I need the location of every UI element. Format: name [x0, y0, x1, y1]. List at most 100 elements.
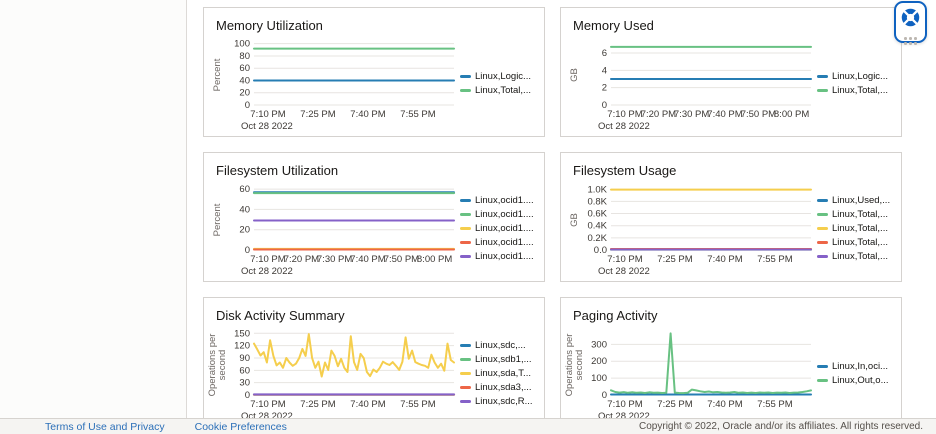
svg-text:7:50 PM: 7:50 PM	[741, 109, 776, 120]
svg-text:1.0K: 1.0K	[587, 184, 607, 195]
legend-label: Linux,ocid1....	[475, 250, 534, 262]
legend-item[interactable]: Linux,Out,o...	[817, 374, 901, 386]
legend-item[interactable]: Linux,sdc,R...	[460, 395, 544, 407]
legend-item[interactable]: Linux,Used,...	[817, 195, 901, 206]
legend-item[interactable]: Linux,sda3,...	[460, 381, 544, 393]
y-axis-label: GB	[569, 68, 581, 82]
svg-text:6: 6	[602, 48, 607, 59]
svg-text:7:40 PM: 7:40 PM	[707, 109, 742, 120]
legend-label: Linux,sda3,...	[475, 381, 532, 393]
svg-text:40: 40	[239, 75, 250, 86]
svg-text:0: 0	[245, 100, 250, 111]
legend-item[interactable]: Linux,Total,...	[817, 223, 901, 234]
legend-swatch-icon	[817, 74, 828, 78]
svg-text:0: 0	[245, 245, 250, 256]
legend-item[interactable]: Linux,Total,...	[817, 250, 901, 262]
legend-label: Linux,sda,T...	[475, 367, 531, 379]
svg-text:7:40 PM: 7:40 PM	[707, 254, 742, 265]
terms-of-use-link[interactable]: Terms of Use and Privacy	[45, 420, 165, 433]
legend-item[interactable]: Linux,sda,T...	[460, 367, 544, 379]
legend-item[interactable]: Linux,Total,...	[460, 85, 544, 96]
svg-text:60: 60	[239, 365, 250, 376]
svg-text:7:10 PM: 7:10 PM	[250, 254, 285, 265]
svg-text:Oct 28 2022: Oct 28 2022	[241, 121, 293, 131]
chart-card-memory-utilization: Memory Utilization Percent 0 20 40 60 80 100 7…	[203, 7, 545, 137]
legend-item[interactable]: Linux,ocid1....	[460, 194, 544, 206]
y-axis-label: Percent	[212, 58, 224, 92]
svg-text:120: 120	[234, 341, 250, 352]
legend-label: Linux,sdb1,...	[475, 353, 532, 365]
legend-item[interactable]: Linux,In,oci...	[817, 361, 901, 372]
legend-swatch-icon	[817, 88, 828, 92]
legend-item[interactable]: Linux,Logic...	[817, 70, 901, 82]
svg-text:0.4K: 0.4K	[587, 221, 607, 232]
svg-text:8:00 PM: 8:00 PM	[417, 254, 452, 265]
legend-swatch-icon	[460, 240, 471, 244]
life-ring-help-icon[interactable]	[900, 7, 921, 33]
svg-text:0: 0	[602, 100, 607, 111]
legend-item[interactable]: Linux,sdb1,...	[460, 353, 544, 365]
chart-title: Paging Activity	[573, 308, 658, 323]
svg-text:150: 150	[234, 328, 250, 339]
legend-swatch-icon	[460, 399, 471, 403]
svg-text:90: 90	[239, 353, 250, 364]
chart-plot[interactable]: 0 2 4 6 7:10 PM7:20 PM7:30 PM7:40 PM7:50 PM8…	[585, 35, 815, 131]
legend-item[interactable]: Linux,ocid1....	[460, 250, 544, 262]
drag-handle-icon[interactable]	[904, 37, 917, 45]
chart-plot[interactable]: 0 20 40 60 7:10 PM7:20 PM7:30 PM7:40 PM7:50 …	[228, 180, 458, 276]
svg-text:7:40 PM: 7:40 PM	[707, 399, 742, 410]
chart-title: Filesystem Utilization	[216, 163, 339, 178]
chart-legend: Linux,In,oci... Linux,Out,o...	[817, 325, 901, 421]
svg-text:7:20 PM: 7:20 PM	[284, 254, 319, 265]
chart-card-filesystem-usage: Filesystem Usage GB 0.0 0.2K 0.4K 0.6K 0.8K 1…	[560, 152, 902, 282]
svg-text:7:25 PM: 7:25 PM	[300, 399, 335, 410]
legend-swatch-icon	[460, 88, 471, 92]
svg-text:20: 20	[239, 88, 250, 99]
legend-item[interactable]: Linux,ocid1....	[460, 208, 544, 220]
chart-legend: Linux,Used,... Linux,Total,... Linux,Total…	[817, 180, 901, 276]
svg-text:7:55 PM: 7:55 PM	[757, 399, 792, 410]
svg-text:7:10 PM: 7:10 PM	[607, 399, 642, 410]
svg-text:7:30 PM: 7:30 PM	[674, 109, 709, 120]
svg-text:7:40 PM: 7:40 PM	[350, 254, 385, 265]
legend-swatch-icon	[460, 226, 471, 230]
svg-text:0: 0	[602, 390, 607, 401]
cookie-preferences-link[interactable]: Cookie Preferences	[194, 420, 287, 433]
chart-plot[interactable]: 0.00.2K0.4K0.6K 0.8K1.0K 7:10 PM 7:25 PM 7:4…	[585, 180, 815, 276]
svg-text:7:25 PM: 7:25 PM	[657, 254, 692, 265]
legend-item[interactable]: Linux,Total,...	[817, 237, 901, 248]
help-widget[interactable]	[894, 1, 927, 45]
legend-item[interactable]: Linux,sdc,...	[460, 340, 544, 351]
svg-text:7:10 PM: 7:10 PM	[250, 399, 285, 410]
legend-swatch-icon	[460, 371, 471, 375]
legend-label: Linux,ocid1....	[475, 208, 534, 220]
legend-label: Linux,Logic...	[832, 70, 888, 82]
svg-text:8:00 PM: 8:00 PM	[774, 109, 809, 120]
legend-label: Linux,Total,...	[832, 84, 888, 96]
legend-label: Linux,ocid1....	[475, 194, 534, 206]
legend-item[interactable]: Linux,Total,...	[817, 209, 901, 220]
svg-text:Oct 28 2022: Oct 28 2022	[598, 266, 650, 276]
svg-text:7:30 PM: 7:30 PM	[317, 254, 352, 265]
svg-text:80: 80	[239, 51, 250, 62]
chart-title: Filesystem Usage	[573, 163, 677, 178]
svg-text:Oct 28 2022: Oct 28 2022	[241, 411, 293, 421]
chart-plot[interactable]: 0 100 200 300 7:10 PM 7:25 PM 7:40 PM 7:55 PM Oc…	[585, 325, 815, 421]
legend-label: Linux,sdc,R...	[475, 395, 533, 407]
legend-item[interactable]: Linux,ocid1....	[460, 237, 544, 248]
legend-swatch-icon	[817, 240, 828, 244]
svg-text:7:20 PM: 7:20 PM	[641, 109, 676, 120]
legend-label: Linux,Total,...	[832, 250, 888, 262]
legend-item[interactable]: Linux,Total,...	[817, 84, 901, 96]
svg-text:7:10 PM: 7:10 PM	[607, 109, 642, 120]
svg-text:7:25 PM: 7:25 PM	[300, 109, 335, 120]
svg-text:300: 300	[591, 339, 607, 350]
chart-title: Disk Activity Summary	[216, 308, 345, 323]
legend-label: Linux,Out,o...	[832, 374, 889, 386]
svg-text:7:10 PM: 7:10 PM	[607, 254, 642, 265]
legend-item[interactable]: Linux,ocid1....	[460, 223, 544, 234]
legend-item[interactable]: Linux,Logic...	[460, 71, 544, 82]
